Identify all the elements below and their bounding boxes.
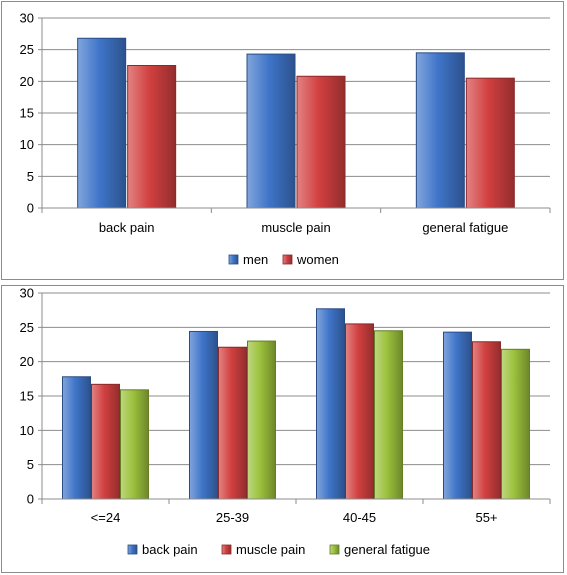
y-tick-label: 10: [20, 137, 34, 152]
y-tick-label: 25: [20, 320, 34, 335]
y-tick-label: 0: [27, 201, 34, 216]
bar-men-1: [246, 53, 296, 209]
bar-muscle-pain-2: [345, 323, 374, 500]
bar-muscle-pain-0: [91, 383, 120, 500]
legend-swatch: [228, 254, 239, 265]
x-category-label: general fatigue: [422, 220, 508, 235]
bar-back-pain-1: [189, 330, 218, 500]
y-tick-label: 10: [20, 423, 34, 438]
legend-label: general fatigue: [344, 542, 430, 557]
y-tick-label: 5: [27, 457, 34, 472]
bar-back-pain-3: [443, 331, 472, 500]
legend-swatch: [329, 544, 340, 555]
legend-label: back pain: [142, 542, 198, 557]
bar-muscle-pain-1: [218, 346, 247, 500]
bar-general-fatigue-0: [120, 389, 149, 500]
bar-men-2: [415, 52, 465, 209]
chart-by-age: 0 5 10 15 20 25 30 <=24 25-39 40-45 55+ back pain mu…: [20, 286, 551, 557]
bar-general-fatigue-1: [247, 340, 276, 500]
chart-by-gender: 0 5 10 15 20 25 30 back pain muscle pain general …: [20, 11, 551, 267]
y-tick-label: 0: [27, 492, 34, 507]
bar-back-pain-0: [62, 376, 91, 500]
bar-back-pain-2: [316, 308, 345, 500]
x-category-label: 40-45: [343, 510, 376, 525]
x-category-label: 25-39: [216, 510, 249, 525]
y-tick-label: 30: [20, 11, 34, 26]
legend-label: muscle pain: [236, 542, 305, 557]
bar-women-1: [296, 75, 346, 209]
bar-women-0: [127, 65, 177, 209]
y-tick-label: 25: [20, 42, 34, 57]
bar-general-fatigue-2: [374, 330, 403, 500]
y-tick-label: 15: [20, 389, 34, 404]
y-tick-label: 20: [20, 74, 34, 89]
y-tick-label: 15: [20, 106, 34, 121]
chart-panel-by-age: 0 5 10 15 20 25 30 <=24 25-39 40-45 55+ back pain mu…: [1, 285, 564, 573]
legend-swatch: [221, 544, 232, 555]
bar-women-2: [465, 77, 515, 209]
x-category-label: muscle pain: [261, 220, 330, 235]
x-category-label: <=24: [91, 510, 121, 525]
legend-swatch: [282, 254, 293, 265]
bar-men-0: [77, 37, 127, 209]
x-category-label: 55+: [475, 510, 497, 525]
bar-general-fatigue-3: [501, 348, 530, 500]
x-category-label: back pain: [99, 220, 155, 235]
y-tick-label: 20: [20, 354, 34, 369]
legend-label: women: [296, 252, 339, 267]
y-tick-label: 30: [20, 286, 34, 301]
legend-label: men: [243, 252, 268, 267]
chart-panel-by-gender: 0 5 10 15 20 25 30 back pain muscle pain general …: [1, 1, 564, 280]
y-tick-label: 5: [27, 169, 34, 184]
legend-swatch: [127, 544, 138, 555]
bar-muscle-pain-3: [472, 341, 501, 500]
